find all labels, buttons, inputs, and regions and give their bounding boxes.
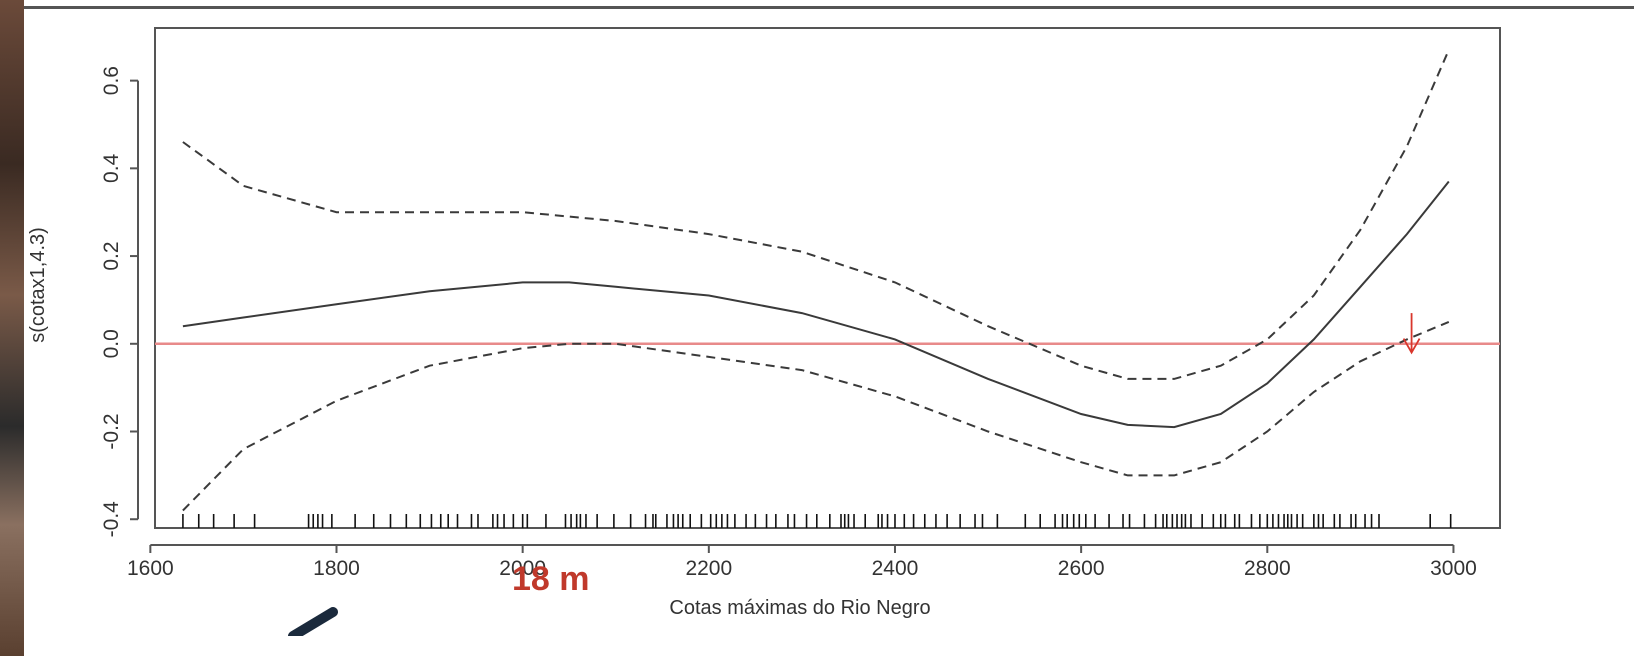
plot-area: 1600 1800 2000 2200 2400 2600 2800 3000 -0.4 -0.2…: [100, 27, 1501, 580]
y-tick-label: 0.6: [100, 66, 123, 95]
depth-annotation: 18 m: [512, 560, 590, 598]
y-tick-label: -0.2: [100, 413, 123, 449]
x-tick-label: 2600: [1058, 557, 1105, 580]
x-tick-label: 1800: [313, 557, 360, 580]
y-tick-label: -0.4: [100, 501, 123, 538]
confidence-band-line: [182, 49, 1450, 380]
background-photo-strip: [0, 0, 24, 656]
blue-stroke-fragment: [288, 607, 338, 636]
smooth-fit-line: [182, 180, 1450, 429]
x-tick-label: 1600: [127, 557, 174, 580]
top-divider: [24, 6, 1634, 9]
x-tick-label: 2800: [1244, 557, 1291, 580]
y-tick-label: 0.4: [100, 153, 123, 183]
x-tick-label: 2200: [685, 557, 732, 580]
x-tick-label: 2400: [872, 557, 919, 580]
plot-frame: [154, 27, 1501, 529]
arrow-marker-head: [1402, 338, 1421, 355]
confidence-band-line: [182, 320, 1450, 512]
y-tick-label: 0.2: [100, 241, 123, 270]
x-tick-label: 2000: [499, 557, 546, 580]
y-axis-label: s(cotax1,4.3): [27, 227, 49, 343]
x-axis-label: Cotas máximas do Rio Negro: [669, 597, 930, 619]
x-tick-label: 3000: [1430, 557, 1477, 580]
y-tick-label: 0.0: [100, 329, 123, 358]
